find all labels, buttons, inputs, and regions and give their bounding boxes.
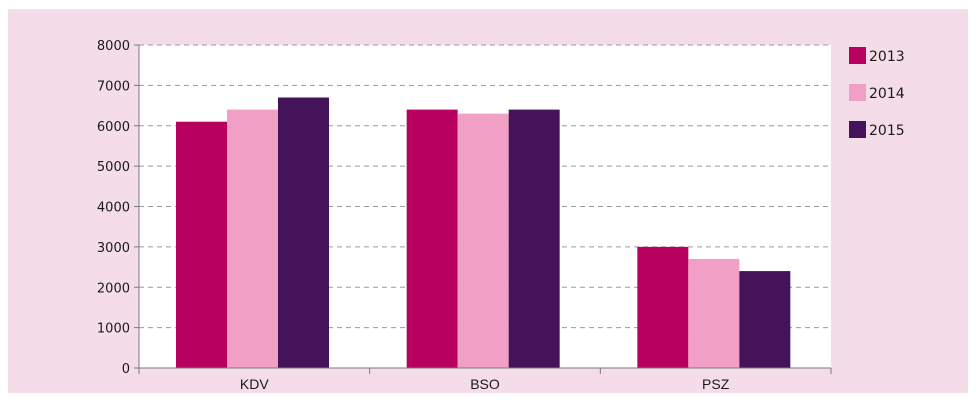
legend-swatch-2013 (849, 47, 866, 64)
bar-kdv-2014 (227, 109, 278, 368)
y-tick-label: 8000 (97, 39, 130, 54)
legend-swatch-2014 (849, 84, 866, 101)
axes (134, 44, 832, 374)
y-tick-label: 6000 (97, 120, 130, 135)
y-tick-label: 5000 (97, 160, 130, 175)
x-category-label: PSZ (702, 376, 730, 392)
bar-psz-2015 (739, 271, 791, 368)
bar-kdv-2013 (176, 121, 227, 369)
bar-kdv-2015 (278, 97, 329, 369)
y-tick-label: 0 (122, 362, 130, 377)
legend: 2013 2014 2015 (849, 47, 905, 139)
legend-label: 2014 (869, 86, 905, 102)
legend-label: 2015 (869, 123, 905, 139)
x-axis-categories: KDV BSO PSZ (240, 376, 730, 392)
bar-bso-2015 (508, 109, 560, 368)
y-tick-label: 2000 (97, 281, 130, 296)
bar-bso-2014 (457, 113, 509, 368)
bar-psz-2013 (637, 246, 689, 368)
legend-label: 2013 (869, 49, 905, 65)
bar-bso-2013 (406, 109, 458, 368)
bars (176, 97, 791, 369)
y-tick-label: 3000 (97, 241, 130, 256)
y-tick-label: 1000 (97, 322, 130, 337)
legend-swatch-2015 (849, 121, 866, 138)
x-category-label: KDV (240, 376, 269, 392)
bar-psz-2014 (688, 258, 740, 368)
y-tick-label: 4000 (97, 201, 130, 216)
x-category-label: BSO (470, 376, 500, 392)
y-tick-label: 7000 (97, 79, 130, 94)
y-axis-ticks: 0 1000 2000 3000 4000 5000 6000 7000 8000 (97, 39, 130, 377)
